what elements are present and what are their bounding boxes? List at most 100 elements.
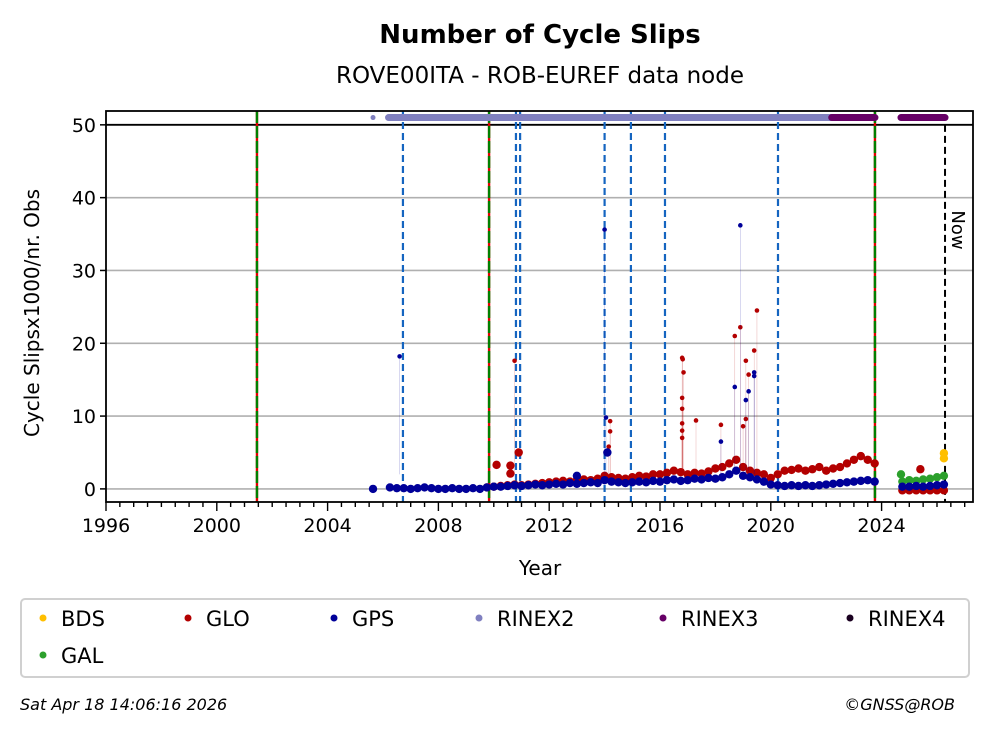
y-tick-label: 30: [72, 260, 96, 282]
data-point-gps: [531, 480, 540, 489]
data-point-glo: [754, 308, 760, 313]
data-point-bds: [939, 454, 949, 463]
data-point-glo: [683, 470, 692, 479]
data-point-glo: [718, 422, 724, 428]
data-point-glo: [746, 372, 751, 377]
data-point-glo: [506, 469, 515, 478]
footer-copyright: ©GNSS@ROB: [844, 695, 955, 714]
data-point-glo: [492, 460, 501, 470]
data-point-gps: [635, 477, 644, 486]
data-point-glo: [607, 418, 613, 424]
data-point-gps: [461, 484, 471, 494]
data-point-gps: [835, 478, 845, 488]
data-point-glo: [676, 467, 685, 477]
data-point-glo: [681, 370, 686, 375]
y-tick-label: 40: [72, 188, 96, 210]
data-point-gps: [932, 481, 942, 490]
data-point-gps: [743, 397, 749, 403]
data-point-glo: [711, 464, 720, 473]
data-point-gps: [731, 466, 741, 475]
data-point-glo: [773, 470, 782, 479]
data-point-gps: [863, 475, 872, 485]
data-point-gps: [725, 470, 734, 479]
data-point-gps: [711, 474, 720, 483]
data-point-glo: [743, 358, 749, 364]
y-axis-label: Cycle Slipsx1000/nr. Obs: [20, 189, 44, 437]
data-point-gps: [808, 481, 817, 491]
data-point-gps: [773, 481, 782, 490]
legend-label-rinex3: RINEX3: [681, 607, 759, 631]
data-point-glo: [835, 462, 845, 472]
data-point-gps: [718, 439, 724, 444]
data-point-gps: [751, 370, 757, 375]
data-point-gal: [896, 470, 906, 479]
data-point-gps: [392, 483, 402, 493]
data-point-glo: [738, 324, 743, 330]
x-tick-label: 2004: [303, 515, 351, 537]
data-point-gps: [655, 477, 665, 486]
data-point-gps: [751, 373, 757, 379]
data-point-gps: [849, 477, 859, 486]
now-label: Now: [947, 210, 968, 249]
data-point-gps: [759, 477, 769, 486]
data-point-glo: [679, 428, 685, 433]
data-point-glo: [635, 471, 644, 480]
data-point-glo: [759, 470, 769, 479]
data-point-gps: [524, 481, 533, 490]
data-point-gps: [434, 484, 443, 494]
data-point-gps: [572, 471, 582, 480]
data-point-glo: [679, 435, 685, 441]
data-point-gps: [939, 480, 949, 489]
data-point-gps: [648, 476, 658, 486]
data-point-gps: [745, 473, 755, 482]
plot-frame: [105, 110, 974, 503]
data-point-glo: [606, 444, 612, 449]
data-point-gps: [628, 478, 637, 487]
data-point-glo: [939, 486, 949, 495]
data-point-glo: [690, 468, 699, 478]
legend-marker-rinex2: [475, 614, 483, 622]
data-point-gps: [918, 482, 928, 491]
data-point-gps: [697, 475, 706, 484]
chart-title: Number of Cycle Slips: [379, 20, 700, 50]
data-point-gps: [738, 223, 743, 228]
data-point-glo: [680, 356, 686, 362]
data-point-gps: [579, 478, 589, 488]
data-point-gps: [780, 481, 789, 491]
data-point-glo: [870, 459, 879, 468]
data-point-gps: [558, 480, 568, 489]
data-point-gps: [752, 475, 762, 484]
data-point-glo: [607, 429, 613, 434]
y-tick-label: 50: [72, 115, 96, 137]
data-point-gps: [441, 484, 450, 494]
data-point-glo: [641, 472, 651, 481]
data-point-glo: [856, 451, 866, 461]
data-point-gps: [856, 476, 866, 486]
data-point-gps: [538, 481, 547, 490]
data-point-glo: [808, 465, 817, 474]
legend-marker-rinex3: [659, 614, 667, 622]
data-point-gps: [475, 484, 485, 494]
x-tick-label: 2020: [747, 515, 795, 537]
legend: BDS GLO GPS RINEX2 RINEX3 RINEX4 GAL: [39, 607, 946, 668]
data-point-gps: [482, 483, 492, 492]
data-point-gps: [662, 475, 672, 485]
data-point-gps: [732, 384, 738, 390]
data-point-gps: [496, 482, 505, 491]
data-point-gps: [821, 480, 831, 489]
data-point-gps: [510, 481, 519, 490]
legend-label-gal: GAL: [61, 644, 104, 668]
chart-subtitle: ROVE00ITA - ROB-EUREF data node: [336, 63, 744, 89]
legend-box: [20, 598, 970, 678]
data-point-glo: [794, 464, 803, 473]
data-point-glo: [863, 455, 872, 464]
data-point-glo: [669, 466, 679, 475]
legend-marker-rinex4: [846, 614, 854, 622]
data-point-gps: [489, 482, 498, 491]
data-point-gps: [794, 481, 803, 491]
data-point-gps: [614, 478, 623, 487]
data-point-glo: [740, 423, 746, 429]
data-point-gps: [551, 479, 561, 488]
data-point-glo: [662, 468, 672, 478]
data-point-gal: [905, 475, 914, 485]
